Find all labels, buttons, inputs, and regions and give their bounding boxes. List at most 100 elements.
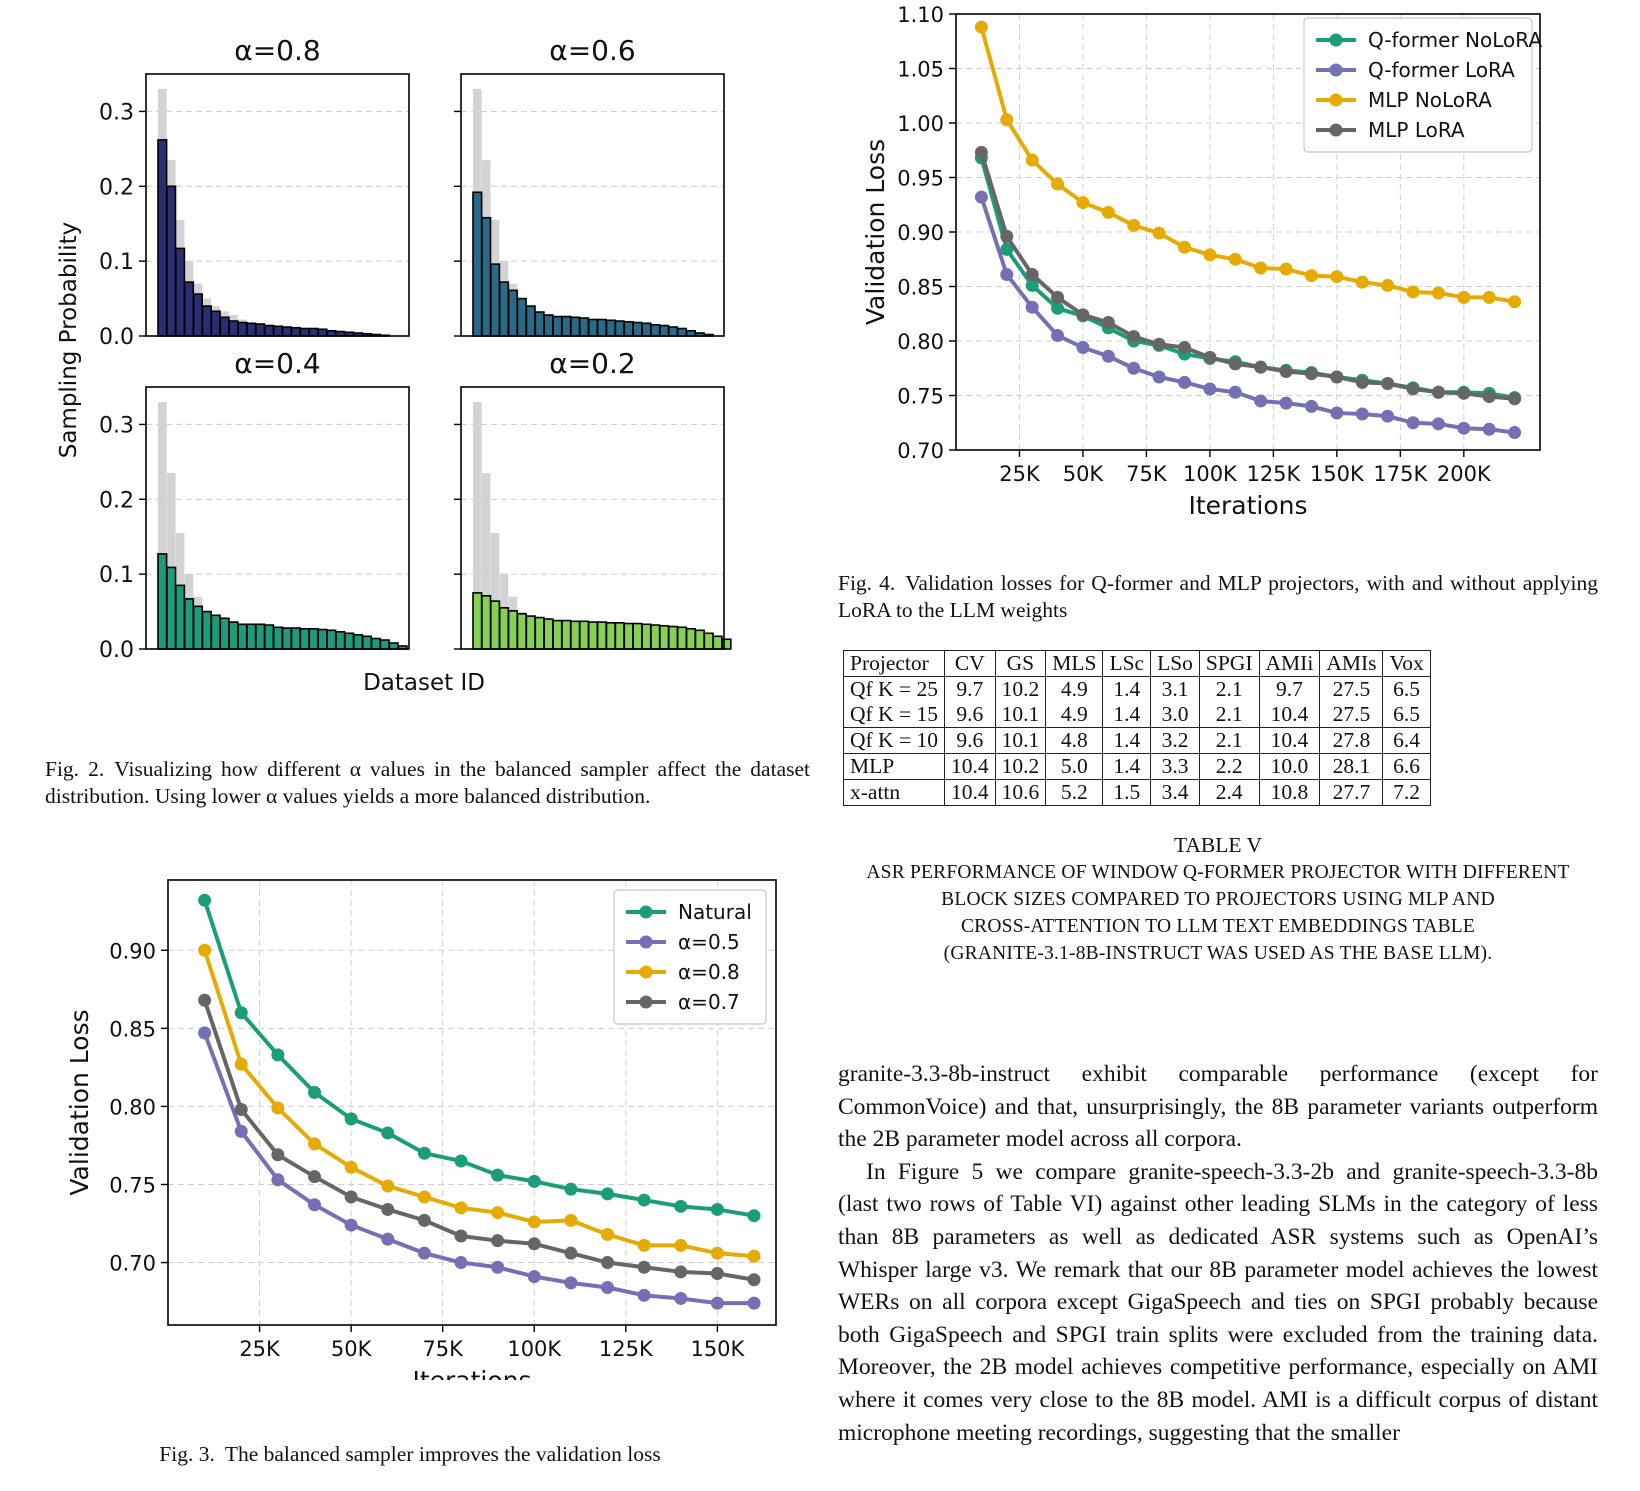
table-cell: 3.3 — [1150, 753, 1200, 780]
sampling-bar — [578, 620, 590, 650]
data-point — [1431, 385, 1445, 399]
table-cell: 3.0 — [1150, 702, 1200, 728]
sampling-bar — [614, 621, 625, 650]
data-point — [1127, 330, 1141, 344]
fig2-panel: α=0.2 — [454, 347, 732, 650]
data-point — [601, 1281, 615, 1295]
series-line — [202, 999, 755, 1282]
sampling-bar — [308, 627, 319, 650]
data-point — [1178, 240, 1192, 254]
y-tick-label: 0.90 — [897, 221, 944, 245]
y-tick-label: 0.3 — [99, 100, 134, 125]
table-row: Qf K = 25 9.7 10.2 4.9 1.4 3.1 2.1 9.7 27.5 6.5 — [843, 676, 1431, 702]
fig4-caption: Fig. 4. Validation losses for Q-former an… — [838, 570, 1598, 624]
sampling-bar — [317, 628, 328, 650]
data-point — [1051, 329, 1065, 343]
natural-distribution-bar — [166, 473, 176, 649]
sampling-bar — [175, 247, 186, 337]
sampling-bar — [605, 621, 616, 650]
fig4-caption-text: Validation losses for Q-former and MLP p… — [838, 571, 1598, 622]
legend-swatch-marker — [639, 995, 653, 1009]
sampling-bar — [290, 627, 301, 650]
results-table: Projector CV GS MLS LSc LSo SPGI AMIi AM… — [843, 650, 1431, 806]
sampling-bar — [561, 619, 572, 650]
sampling-bar — [561, 315, 572, 337]
table-cell: 10.8 — [1258, 779, 1321, 806]
table-cell: 10.4 — [943, 753, 996, 780]
data-point — [710, 1266, 724, 1280]
sampling-bar — [481, 595, 492, 650]
legend: Q-former NoLoRA Q-former LoRA MLP NoLoRA ML… — [1303, 17, 1542, 153]
data-point — [527, 1270, 541, 1284]
data-point — [1152, 226, 1166, 240]
sampling-bar — [641, 322, 652, 337]
panel-frame — [145, 386, 410, 650]
table-cell: 9.6 — [943, 702, 996, 728]
fig2-panel: α=0.4 0.3 0.2 0.1 0.0 — [99, 347, 410, 663]
data-point — [344, 1160, 358, 1174]
data-point — [747, 1296, 761, 1310]
sampling-bar — [308, 327, 319, 337]
legend-label: α=0.7 — [678, 990, 740, 1014]
data-point — [1406, 416, 1420, 430]
y-tick-label: 0.85 — [897, 276, 944, 300]
data-point — [1152, 337, 1166, 351]
sampling-bar — [525, 305, 536, 337]
sampling-bar — [210, 614, 221, 650]
table-cell: 5.2 — [1045, 779, 1104, 806]
table-cell: 1.4 — [1102, 727, 1152, 754]
y-tick-label: 0.0 — [99, 638, 134, 663]
y-tick-label: 1.00 — [897, 112, 944, 136]
panel-frame — [460, 73, 725, 337]
data-point — [1101, 315, 1115, 329]
data-point — [1381, 409, 1395, 423]
legend-label: MLP LoRA — [1368, 118, 1465, 142]
data-point — [1127, 218, 1141, 232]
sampling-bar — [507, 610, 519, 650]
table-cell: 10.2 — [994, 753, 1047, 780]
data-point — [1381, 377, 1395, 391]
data-point — [527, 1174, 541, 1188]
table-cell: 1.5 — [1102, 779, 1152, 806]
legend-swatch-marker — [639, 935, 653, 949]
data-point — [234, 1103, 248, 1117]
sampling-bar — [246, 623, 257, 650]
data-point — [271, 1048, 285, 1062]
table-v: Projector CV GS MLS LSc LSo SPGI AMIi AM… — [843, 650, 1431, 806]
legend-box — [613, 889, 767, 1025]
sampling-bar — [272, 626, 284, 650]
data-point — [1025, 153, 1039, 167]
data-point — [674, 1199, 688, 1213]
sampling-bar — [659, 324, 670, 337]
data-point — [381, 1126, 395, 1140]
sampling-bar — [263, 624, 275, 650]
data-point — [417, 1190, 431, 1204]
table-header-cell: Projector — [843, 650, 945, 677]
sampling-bar — [543, 618, 554, 650]
series-line — [979, 151, 1515, 401]
table-row-label: Qf K = 10 — [843, 727, 945, 754]
data-point — [974, 145, 988, 159]
data-point — [601, 1187, 615, 1201]
sampling-bar — [516, 613, 527, 650]
data-point — [417, 1246, 431, 1260]
sampling-bar — [516, 297, 527, 337]
sampling-bar — [596, 318, 607, 337]
table-cell: 4.9 — [1045, 676, 1104, 702]
sampling-bar — [228, 320, 239, 337]
x-tick-label: 200K — [1437, 462, 1492, 486]
data-point — [710, 1202, 724, 1216]
data-point — [601, 1256, 615, 1270]
sampling-bar — [192, 293, 204, 337]
data-point — [454, 1229, 468, 1243]
y-tick-label: 0.70 — [109, 1252, 156, 1276]
table-cell: 2.4 — [1198, 779, 1260, 806]
data-point — [198, 993, 212, 1007]
data-point — [1228, 252, 1242, 266]
sampling-bar — [481, 216, 492, 337]
data-point — [1178, 341, 1192, 355]
sampling-bar — [237, 321, 248, 337]
legend-swatch-marker — [1329, 123, 1343, 137]
table-header-row: Projector CV GS MLS LSc LSo SPGI AMIi AM… — [843, 650, 1431, 677]
data-point — [1355, 375, 1369, 389]
